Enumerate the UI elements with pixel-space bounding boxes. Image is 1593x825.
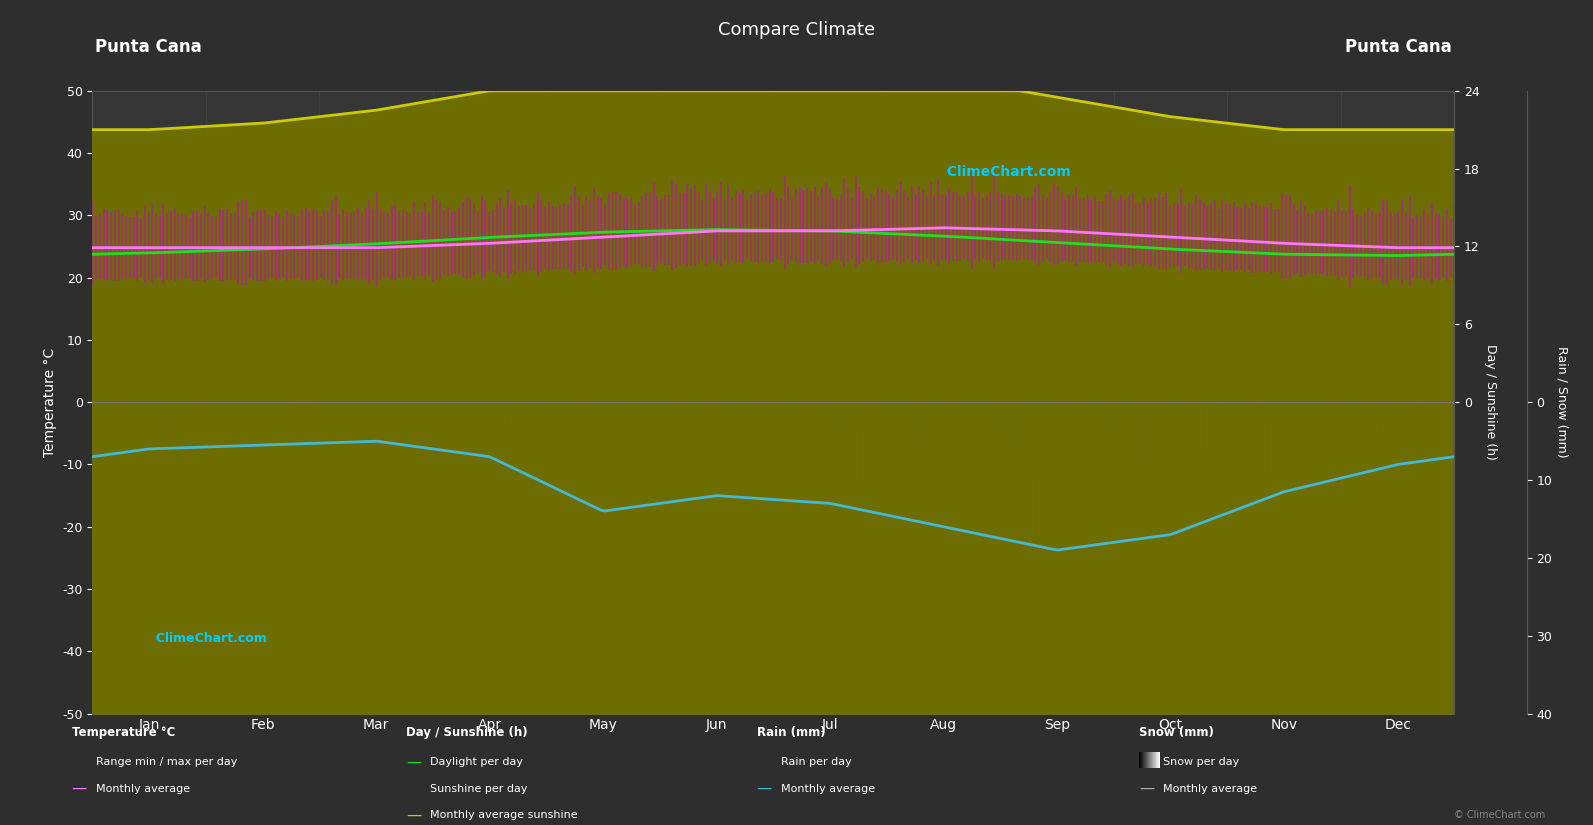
Text: Monthly average: Monthly average: [1163, 784, 1257, 794]
Text: ClimeChart.com: ClimeChart.com: [937, 165, 1070, 179]
Text: Monthly average: Monthly average: [781, 784, 875, 794]
Text: Rain per day: Rain per day: [781, 757, 851, 767]
Y-axis label: Rain / Snow (mm): Rain / Snow (mm): [1556, 346, 1569, 458]
Y-axis label: Temperature °C: Temperature °C: [43, 347, 57, 457]
Text: Compare Climate: Compare Climate: [718, 21, 875, 39]
Text: Punta Cana: Punta Cana: [96, 39, 202, 56]
Text: Monthly average sunshine: Monthly average sunshine: [430, 810, 578, 820]
Text: Monthly average: Monthly average: [96, 784, 190, 794]
Text: Rain (mm): Rain (mm): [757, 726, 825, 739]
Text: © ClimeChart.com: © ClimeChart.com: [1454, 810, 1545, 820]
Text: Punta Cana: Punta Cana: [1344, 39, 1451, 56]
Text: —: —: [406, 755, 422, 770]
Text: Snow (mm): Snow (mm): [1139, 726, 1214, 739]
Y-axis label: Day / Sunshine (h): Day / Sunshine (h): [1483, 344, 1497, 460]
Text: ClimeChart.com: ClimeChart.com: [147, 633, 266, 645]
Text: —: —: [406, 808, 422, 823]
Text: —: —: [72, 781, 88, 796]
Text: —: —: [757, 781, 773, 796]
Text: Temperature °C: Temperature °C: [72, 726, 175, 739]
Text: Sunshine per day: Sunshine per day: [430, 784, 527, 794]
Text: Daylight per day: Daylight per day: [430, 757, 523, 767]
Text: Range min / max per day: Range min / max per day: [96, 757, 237, 767]
Text: Snow per day: Snow per day: [1163, 757, 1239, 767]
Text: —: —: [1139, 781, 1155, 796]
Text: Day / Sunshine (h): Day / Sunshine (h): [406, 726, 527, 739]
